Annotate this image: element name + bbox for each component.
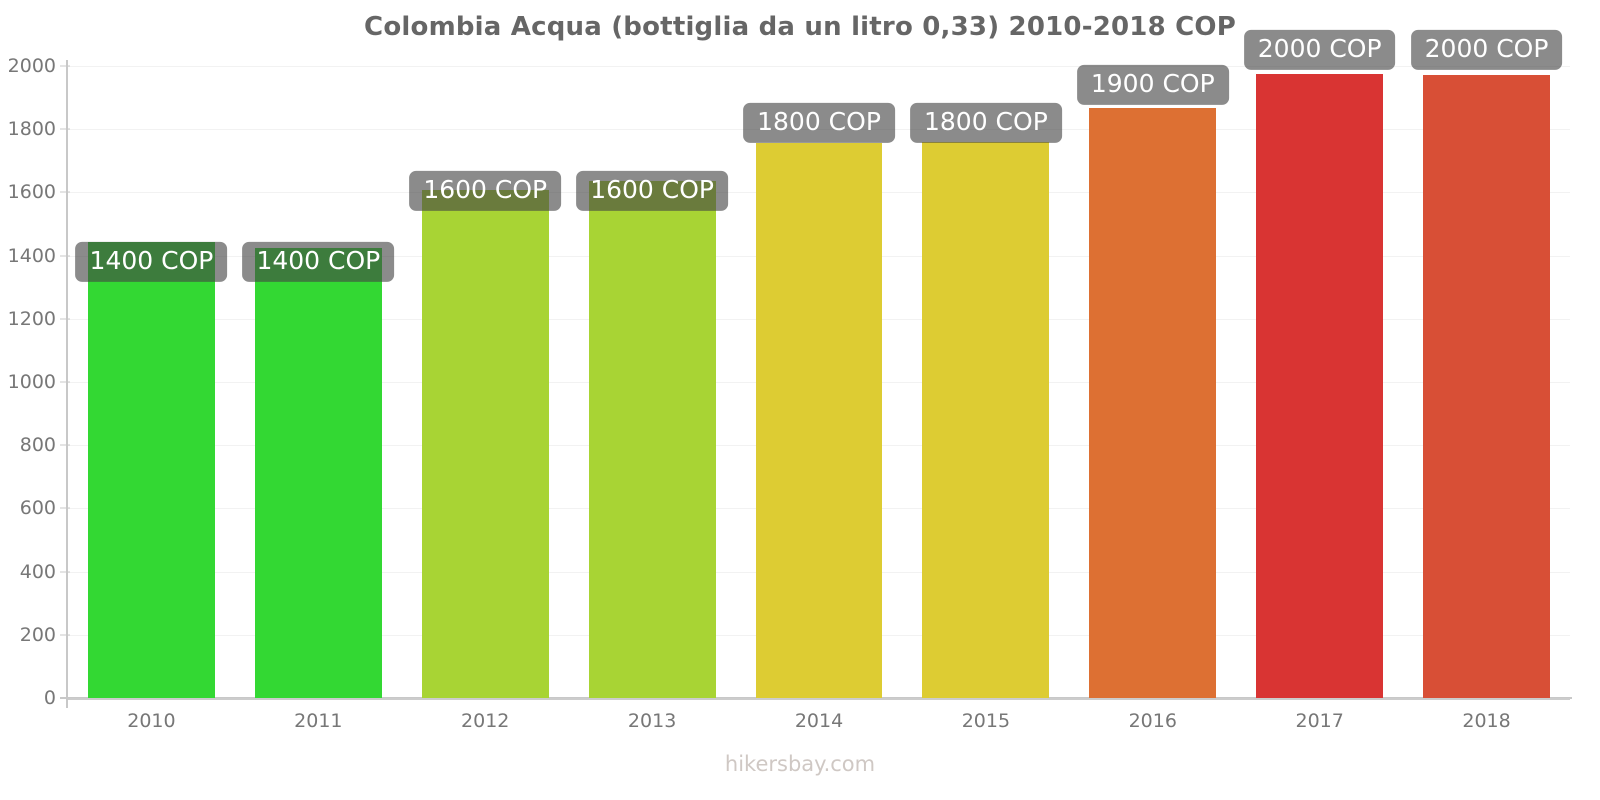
y-axis-tick-mark <box>60 697 70 699</box>
bar-value-label: 1800 COP <box>743 102 895 143</box>
y-axis-tick-mark <box>60 191 70 193</box>
bar-2018[interactable] <box>1423 75 1550 698</box>
x-axis-tick-label: 2011 <box>294 710 343 732</box>
bar-value-label: 1900 COP <box>1076 64 1229 106</box>
y-axis-tick-label: 400 <box>19 560 56 583</box>
y-axis-tick-label: 1200 <box>7 307 56 330</box>
bar-value-label: 1600 COP <box>576 170 728 211</box>
y-axis-tick-mark <box>60 255 70 257</box>
y-axis-tick-label: 200 <box>19 623 56 646</box>
x-axis-tick-label: 2010 <box>127 710 176 732</box>
bar-2015[interactable] <box>922 141 1050 698</box>
bar-2011[interactable] <box>254 248 382 698</box>
x-axis-tick-label: 2015 <box>961 710 1011 732</box>
x-axis-tick-label: 2016 <box>1128 710 1177 732</box>
y-axis-tick-label: 1800 <box>7 118 56 141</box>
footer-credit: hikersbay.com <box>724 752 876 776</box>
y-axis-tick-mark <box>60 571 70 573</box>
y-axis-tick-label: 600 <box>19 497 56 520</box>
bar-2013[interactable] <box>588 180 716 698</box>
y-axis-tick-label: 1600 <box>7 181 56 204</box>
bar-value-label: 1800 COP <box>909 102 1062 143</box>
bar-value-label: 1400 COP <box>75 241 228 283</box>
plot-area <box>68 66 1570 700</box>
x-axis-tick-label: 2017 <box>1295 710 1344 732</box>
y-axis-tick-mark <box>60 128 70 130</box>
y-axis-tick-label: 1000 <box>7 371 56 393</box>
y-axis-tick-mark <box>60 444 70 446</box>
y-axis-tick-mark <box>60 318 70 320</box>
y-axis-tick-label: 1400 <box>7 244 56 267</box>
bar-value-label: 2000 COP <box>1243 30 1396 71</box>
x-axis-tick-label: 2013 <box>627 710 677 732</box>
y-axis-tick-mark <box>60 507 70 509</box>
x-axis-tick-label: 2018 <box>1462 710 1511 732</box>
gridline <box>68 698 1570 700</box>
chart-title: Colombia Acqua (bottiglia da un litro 0,… <box>364 12 1236 42</box>
bar-2016[interactable] <box>1089 108 1217 698</box>
bar-value-label: 1400 COP <box>242 241 395 283</box>
y-axis-spine <box>66 60 68 708</box>
y-axis-tick-mark <box>60 381 70 383</box>
x-axis-tick-label: 2012 <box>461 710 510 732</box>
bar-2012[interactable] <box>421 189 549 698</box>
y-axis-tick-mark <box>60 65 70 67</box>
y-axis-tick-label: 2000 <box>7 55 56 77</box>
y-axis-tick-label: 800 <box>19 434 56 457</box>
bar-2017[interactable] <box>1256 73 1384 698</box>
bar-2014[interactable] <box>755 142 883 698</box>
y-axis-tick-label: 0 <box>43 687 56 709</box>
x-axis-tick-label: 2014 <box>794 710 844 732</box>
y-axis-tick-mark <box>60 634 70 636</box>
gridline <box>68 66 1570 67</box>
bar-2010[interactable] <box>88 242 215 698</box>
bar-value-label: 1600 COP <box>409 170 562 211</box>
bar-value-label: 2000 COP <box>1410 30 1563 71</box>
